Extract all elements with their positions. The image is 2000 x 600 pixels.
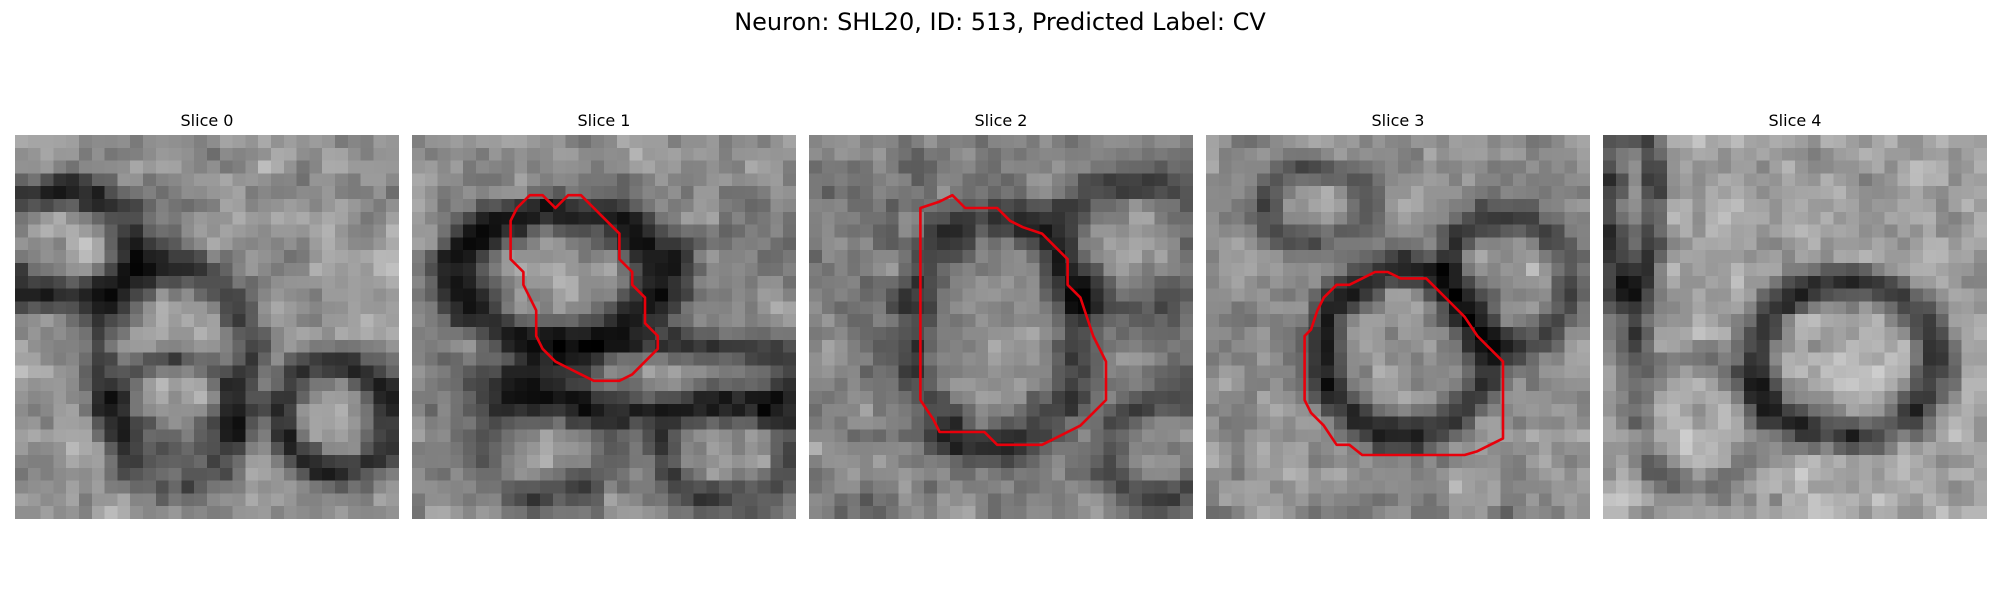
slice-image-3: [1206, 135, 1590, 519]
slice-title-0: Slice 0: [180, 111, 234, 130]
figure-title: Neuron: SHL20, ID: 513, Predicted Label:…: [734, 8, 1266, 36]
slice-pixels: [412, 135, 796, 519]
slice-panel-1: Slice 1: [412, 108, 796, 519]
slice-panel-4: Slice 4: [1603, 108, 1987, 519]
slice-image-2: [809, 135, 1193, 519]
predicted-contour-overlay: [919, 193, 1108, 447]
slice-title-1: Slice 1: [577, 111, 631, 130]
predicted-contour-overlay: [509, 193, 660, 383]
slice-pixels: [1603, 135, 1987, 519]
slice-pixels: [809, 135, 1193, 519]
slice-panel-0: Slice 0: [15, 108, 399, 519]
slice-title-2: Slice 2: [974, 111, 1028, 130]
slice-title-3: Slice 3: [1371, 111, 1425, 130]
slice-pixels: [1206, 135, 1590, 519]
slice-title-4: Slice 4: [1768, 111, 1822, 130]
slice-image-0: [15, 135, 399, 519]
slice-panel-3: Slice 3: [1206, 108, 1590, 519]
slice-pixels: [15, 135, 399, 519]
slice-image-1: [412, 135, 796, 519]
slice-panel-2: Slice 2: [809, 108, 1193, 519]
predicted-contour-overlay: [1303, 270, 1505, 457]
slice-image-4: [1603, 135, 1987, 519]
